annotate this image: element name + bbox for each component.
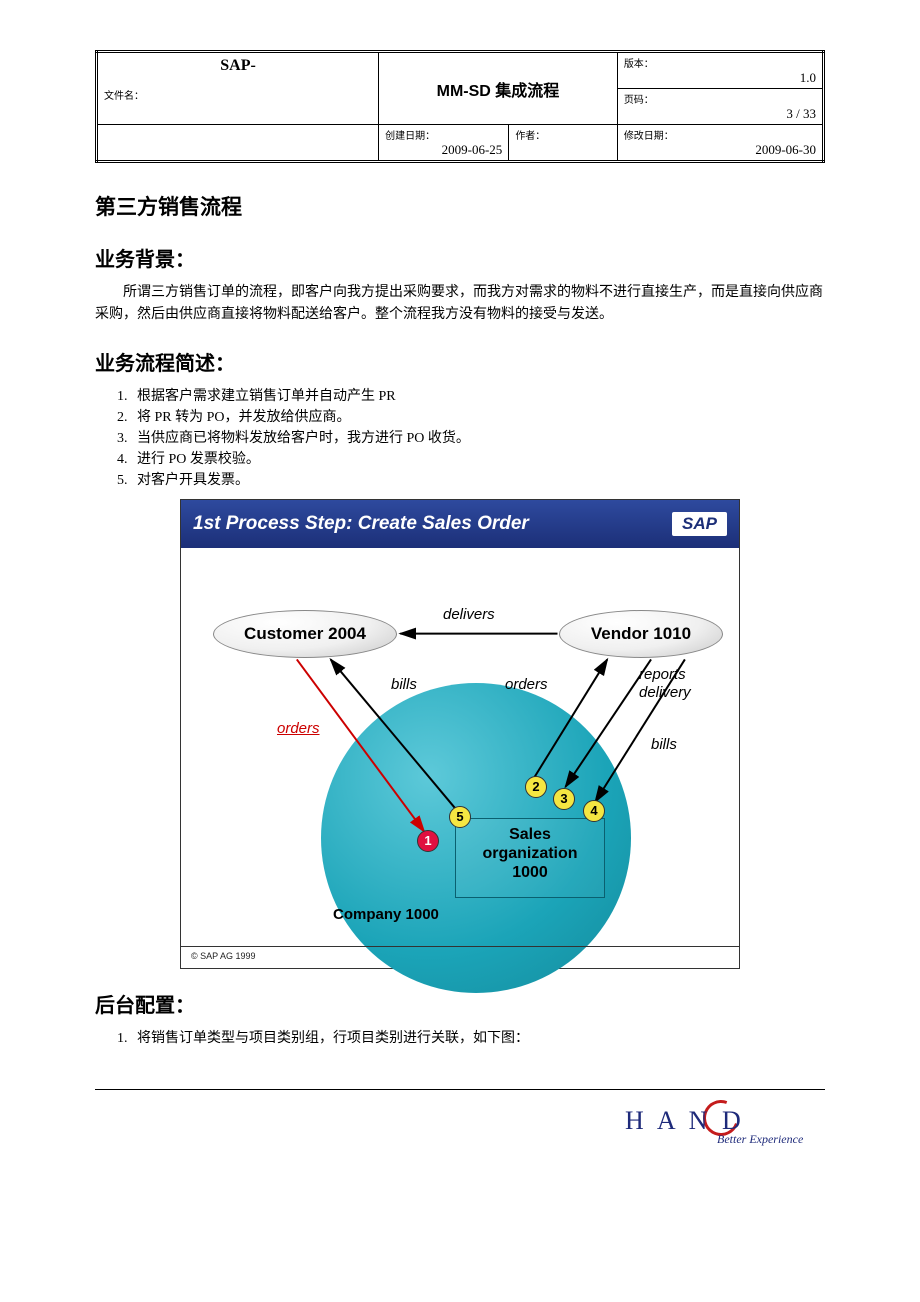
section-business-bg: 业务背景：	[95, 243, 825, 272]
section-backend-config: 后台配置：	[95, 989, 825, 1018]
diagram-body: Sales organization 1000 Company 1000 Cus…	[181, 548, 739, 946]
edge-delivers: delivers	[443, 606, 495, 623]
list-item: 根据客户需求建立销售订单并自动产生 PR	[131, 386, 825, 407]
step-dot-3: 3	[553, 788, 575, 810]
edge-reports-2: delivery	[639, 684, 691, 701]
modify-date-value: 2009-06-30	[624, 142, 816, 158]
step-dot-4: 4	[583, 800, 605, 822]
vendor-oval: Vendor 1010	[559, 610, 723, 658]
step-dot-2: 2	[525, 776, 547, 798]
author-label: 作者：	[515, 127, 611, 142]
step-dot-1: 1	[417, 830, 439, 852]
sales-org-box: Sales organization 1000	[455, 818, 605, 898]
page-label: 页码：	[624, 91, 816, 106]
company-label: Company 1000	[333, 906, 439, 923]
customer-oval: Customer 2004	[213, 610, 397, 658]
step-dot-5: 5	[449, 806, 471, 828]
diagram-footer: © SAP AG 1999	[181, 946, 739, 968]
modify-date-label: 修改日期：	[624, 127, 816, 142]
sap-badge: SAP	[672, 512, 727, 536]
footer-logo-area: H A N D Better Experience	[95, 1102, 825, 1150]
list-item: 当供应商已将物料发放给客户时，我方进行 PO 收货。	[131, 428, 825, 449]
edge-bills-right: bills	[651, 736, 677, 753]
create-date-value: 2009-06-25	[385, 142, 502, 158]
list-item: 将销售订单类型与项目类别组，行项目类别进行关联，如下图：	[131, 1028, 825, 1049]
edge-orders-mid: orders	[505, 676, 548, 693]
sap-label: SAP-	[104, 55, 372, 75]
hand-logo: H A N D Better Experience	[625, 1102, 825, 1150]
footer-divider	[95, 1089, 825, 1090]
process-diagram: 1st Process Step: Create Sales Order SAP…	[180, 499, 740, 969]
edge-bills-left: bills	[391, 676, 417, 693]
page-value: 3 / 33	[624, 106, 816, 122]
version-label: 版本：	[624, 55, 816, 70]
doc-center-title: MM-SD 集成流程	[379, 52, 618, 125]
version-value: 1.0	[624, 70, 816, 86]
diagram-top-band: 1st Process Step: Create Sales Order SAP	[181, 500, 739, 548]
business-bg-para: 所谓三方销售订单的流程，即客户向我方提出采购要求，而我方对需求的物料不进行直接生…	[95, 282, 825, 327]
process-steps-list: 根据客户需求建立销售订单并自动产生 PR 将 PR 转为 PO，并发放给供应商。…	[95, 386, 825, 491]
sales-org-line1: Sales	[456, 825, 604, 844]
config-steps-list: 将销售订单类型与项目类别组，行项目类别进行关联，如下图：	[95, 1028, 825, 1049]
hand-tagline: Better Experience	[717, 1132, 803, 1147]
filename-label: 文件名：	[104, 87, 372, 102]
page-title: 第三方销售流程	[95, 191, 825, 221]
list-item: 将 PR 转为 PO，并发放给供应商。	[131, 407, 825, 428]
sales-org-line2: organization	[456, 844, 604, 863]
edge-reports-1: reports	[639, 666, 686, 683]
list-item: 对客户开具发票。	[131, 470, 825, 491]
diagram-step-title: 1st Process Step: Create Sales Order	[193, 513, 529, 535]
list-item: 进行 PO 发票校验。	[131, 449, 825, 470]
edge-orders-red: orders	[277, 720, 320, 737]
create-date-label: 创建日期：	[385, 127, 502, 142]
section-process-brief: 业务流程简述：	[95, 347, 825, 376]
sales-org-line3: 1000	[456, 863, 604, 882]
doc-header-table: SAP- 文件名： MM-SD 集成流程 版本： 1.0 页码： 3 / 33 …	[95, 50, 825, 163]
